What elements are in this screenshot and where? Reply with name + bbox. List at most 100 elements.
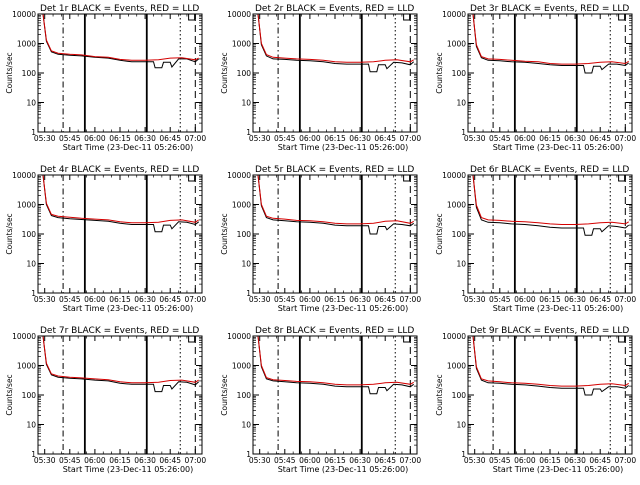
x-tick-label: 06:00 (514, 456, 536, 465)
chart-panel-5: Det 5r BLACK = Events, RED = LLD 1 10 100 10… (220, 165, 421, 313)
series-line-lld (42, 175, 199, 224)
y-tick-label: 1000 (17, 201, 36, 210)
chart-panel-9: Det 9r BLACK = Events, RED = LLD 1 10 100 10… (435, 326, 636, 474)
x-tick-label: 05:45 (59, 456, 81, 465)
x-tick-label: 07:00 (184, 295, 206, 304)
x-tick-label: 06:15 (109, 295, 131, 304)
x-tick-label: 06:00 (514, 134, 536, 143)
flag-bracket (618, 14, 626, 21)
y-tick-label: 100 (22, 391, 37, 400)
chart-panel-2: Det 2r BLACK = Events, RED = LLD 1 10 100 10… (220, 4, 421, 152)
x-tick-label: 06:00 (299, 295, 321, 304)
x-tick-label: 06:30 (564, 134, 586, 143)
plot-frame (37, 174, 203, 294)
x-tick-label: 06:15 (109, 134, 131, 143)
y-tick-label: 1 (461, 289, 466, 298)
series-line-lld (472, 175, 629, 225)
y-tick-label: 10 (26, 421, 36, 430)
x-tick-label: 06:30 (564, 456, 586, 465)
y-tick-label: 10000 (227, 171, 251, 180)
x-axis-label: Start Time (23-Dec-11 05:26:00) (278, 143, 409, 152)
y-tick-label: 1000 (232, 40, 251, 49)
y-tick-label: 100 (22, 69, 37, 78)
x-tick-label: 05:45 (274, 134, 296, 143)
plot-area (472, 175, 630, 293)
y-tick-label: 1 (461, 450, 466, 459)
x-tick-label: 06:45 (159, 295, 181, 304)
x-tick-label: 06:00 (514, 295, 536, 304)
x-tick-label: 06:45 (589, 134, 611, 143)
x-tick-label: 05:30 (249, 134, 271, 143)
x-tick-label: 06:30 (134, 295, 156, 304)
x-axis-label: Start Time (23-Dec-11 05:26:00) (63, 304, 194, 313)
chart-title: Det 3r BLACK = Events, RED = LLD (470, 4, 629, 14)
y-tick-label: 100 (237, 230, 252, 239)
y-tick-label: 1000 (232, 362, 251, 371)
y-tick-label: 1 (461, 128, 466, 137)
x-tick-label: 05:45 (59, 134, 81, 143)
series-line-lld (42, 14, 199, 61)
x-tick-label: 06:45 (589, 456, 611, 465)
chart-panel-4: Det 4r BLACK = Events, RED = LLD 1 10 100 10… (5, 165, 206, 313)
y-tick-label: 1 (31, 450, 36, 459)
x-tick-label: 06:00 (84, 134, 106, 143)
y-tick-label: 10000 (12, 332, 36, 341)
y-tick-label: 10 (241, 260, 251, 269)
x-tick-label: 07:00 (614, 134, 636, 143)
chart-title: Det 5r BLACK = Events, RED = LLD (255, 165, 414, 175)
x-tick-label: 06:15 (324, 456, 346, 465)
x-tick-label: 06:45 (374, 134, 396, 143)
plot-frame (37, 13, 203, 133)
plot-frame (467, 13, 633, 133)
x-tick-label: 06:00 (84, 295, 106, 304)
x-tick-label: 07:00 (399, 456, 421, 465)
plot-frame (252, 335, 418, 455)
x-tick-label: 05:45 (489, 134, 511, 143)
y-tick-label: 1 (246, 128, 251, 137)
y-tick-label: 1000 (17, 362, 36, 371)
series-line-lld (472, 14, 629, 65)
x-tick-label: 06:30 (564, 295, 586, 304)
y-axis-label: Counts/sec (435, 52, 444, 93)
plot-frame (252, 174, 418, 294)
x-tick-label: 06:30 (134, 456, 156, 465)
chart-title: Det 1r BLACK = Events, RED = LLD (40, 4, 199, 14)
chart-panel-3: Det 3r BLACK = Events, RED = LLD 1 10 100 10… (435, 4, 636, 152)
x-tick-label: 06:15 (324, 134, 346, 143)
y-tick-label: 10 (241, 421, 251, 430)
x-tick-label: 06:15 (539, 295, 561, 304)
y-tick-label: 1 (31, 289, 36, 298)
x-tick-label: 05:45 (274, 295, 296, 304)
x-tick-label: 06:15 (324, 295, 346, 304)
plot-area (42, 14, 200, 132)
plot-frame (37, 335, 203, 455)
series-line-lld (257, 14, 414, 63)
y-tick-label: 10000 (442, 332, 466, 341)
y-tick-label: 1000 (447, 201, 466, 210)
series-line-events (257, 14, 415, 73)
x-tick-label: 05:30 (34, 456, 56, 465)
series-line-events (42, 14, 200, 69)
x-tick-label: 06:15 (539, 456, 561, 465)
y-tick-label: 1000 (447, 40, 466, 49)
y-axis-label: Counts/sec (5, 374, 14, 415)
x-tick-label: 06:45 (159, 134, 181, 143)
y-tick-label: 10000 (227, 332, 251, 341)
x-tick-label: 05:30 (249, 456, 271, 465)
series-line-events (472, 175, 630, 236)
series-line-lld (42, 336, 199, 384)
x-axis-label: Start Time (23-Dec-11 05:26:00) (493, 143, 624, 152)
x-tick-label: 05:45 (489, 295, 511, 304)
y-tick-label: 1000 (232, 201, 251, 210)
x-tick-label: 07:00 (399, 295, 421, 304)
x-tick-label: 05:45 (59, 295, 81, 304)
x-tick-label: 06:45 (374, 295, 396, 304)
flag-bracket (188, 175, 196, 182)
flag-bracket (403, 14, 411, 21)
y-axis-label: Counts/sec (220, 52, 229, 93)
y-tick-label: 10 (456, 99, 466, 108)
x-tick-label: 06:00 (84, 456, 106, 465)
y-axis-label: Counts/sec (220, 374, 229, 415)
